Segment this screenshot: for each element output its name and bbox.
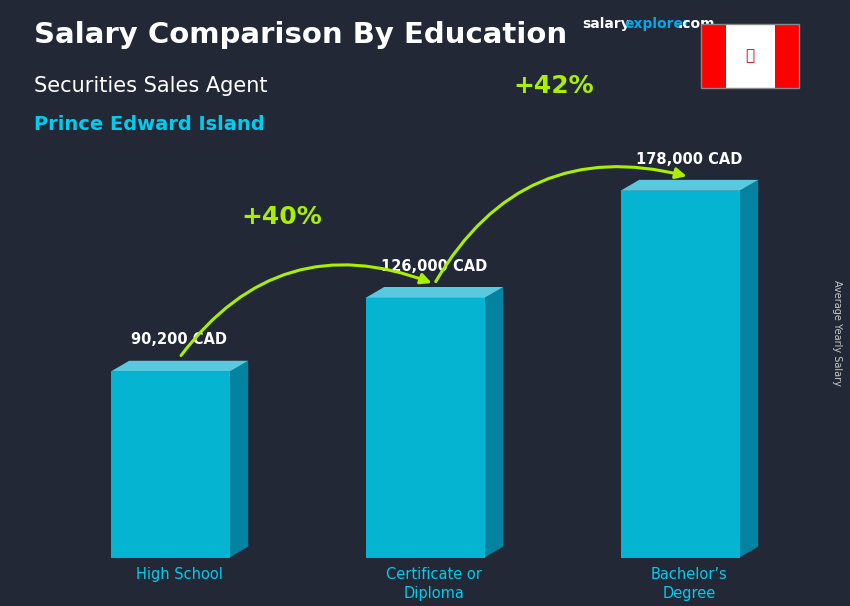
FancyArrowPatch shape (181, 265, 428, 356)
Text: +40%: +40% (241, 205, 321, 229)
Bar (701, 24, 726, 88)
Polygon shape (620, 180, 758, 191)
Text: explorer: explorer (625, 17, 690, 31)
Bar (726, 24, 774, 88)
Text: salary: salary (582, 17, 630, 31)
Polygon shape (230, 361, 248, 558)
Text: 90,200 CAD: 90,200 CAD (132, 333, 227, 347)
Polygon shape (110, 371, 230, 558)
Text: Securities Sales Agent: Securities Sales Agent (34, 76, 268, 96)
Text: Bachelor’s
Degree: Bachelor’s Degree (651, 567, 728, 601)
Text: 🍁: 🍁 (745, 48, 755, 64)
Polygon shape (366, 287, 503, 298)
Polygon shape (484, 287, 503, 558)
Polygon shape (620, 191, 740, 558)
Text: 178,000 CAD: 178,000 CAD (636, 152, 743, 167)
Polygon shape (740, 180, 758, 558)
Text: 126,000 CAD: 126,000 CAD (381, 259, 488, 274)
Text: .com: .com (677, 17, 715, 31)
FancyArrowPatch shape (436, 167, 683, 282)
Text: Salary Comparison By Education: Salary Comparison By Education (34, 21, 567, 49)
Text: Certificate or
Diploma: Certificate or Diploma (387, 567, 482, 601)
Bar (774, 24, 799, 88)
Polygon shape (110, 361, 248, 371)
Text: Prince Edward Island: Prince Edward Island (34, 115, 264, 134)
Text: Average Yearly Salary: Average Yearly Salary (832, 281, 842, 386)
Bar (701, 24, 799, 88)
Text: +42%: +42% (513, 74, 593, 98)
Text: High School: High School (136, 567, 223, 582)
Polygon shape (366, 298, 484, 558)
